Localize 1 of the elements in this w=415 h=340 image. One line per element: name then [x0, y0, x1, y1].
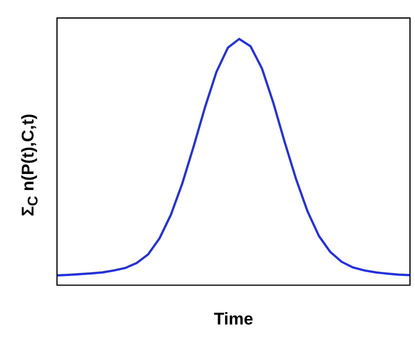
x-axis-title: Time [214, 309, 254, 328]
